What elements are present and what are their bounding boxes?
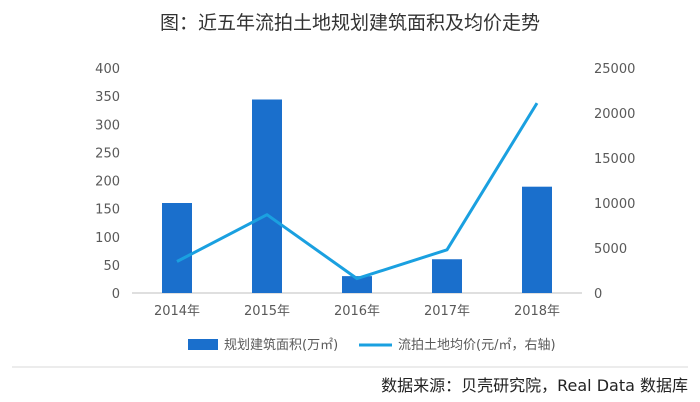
y-left-tick-label: 350: [95, 90, 120, 105]
y-left-tick-label: 200: [95, 175, 120, 190]
y-right-tick-label: 15000: [594, 152, 635, 167]
legend-bar-label: 规划建筑面积(万㎡): [224, 337, 338, 353]
y-left-tick-label: 0: [112, 287, 120, 302]
chart-title: 图：近五年流拍土地规划建筑面积及均价走势: [159, 12, 540, 34]
x-tick-label: 2018年: [514, 304, 560, 319]
bar: [162, 203, 192, 293]
y-right-tick-label: 10000: [594, 197, 635, 212]
source-text: 数据来源：贝壳研究院，Real Data 数据库: [381, 376, 688, 395]
y-right-tick-label: 0: [594, 287, 602, 302]
x-tick-label: 2015年: [244, 304, 290, 319]
bar: [342, 276, 372, 293]
bar: [252, 99, 282, 293]
y-left-tick-label: 50: [103, 259, 120, 274]
y-left-tick-label: 400: [95, 62, 120, 77]
legend-bar-swatch: [188, 339, 218, 350]
y-right-tick-label: 20000: [594, 107, 635, 122]
x-tick-label: 2017年: [424, 304, 470, 319]
y-left-tick-label: 100: [95, 231, 120, 246]
y-left-tick-label: 250: [95, 146, 120, 161]
y-right-tick-label: 25000: [594, 62, 635, 77]
y-left-tick-label: 300: [95, 118, 120, 133]
x-tick-label: 2014年: [154, 304, 200, 319]
y-left-tick-label: 150: [95, 203, 120, 218]
bar: [522, 186, 552, 293]
series-line: [176, 102, 539, 281]
x-tick-label: 2016年: [334, 304, 380, 319]
legend-line-label: 流拍土地均价(元/㎡，右轴): [398, 338, 556, 353]
bar: [432, 259, 462, 293]
y-right-tick-label: 5000: [594, 242, 627, 257]
